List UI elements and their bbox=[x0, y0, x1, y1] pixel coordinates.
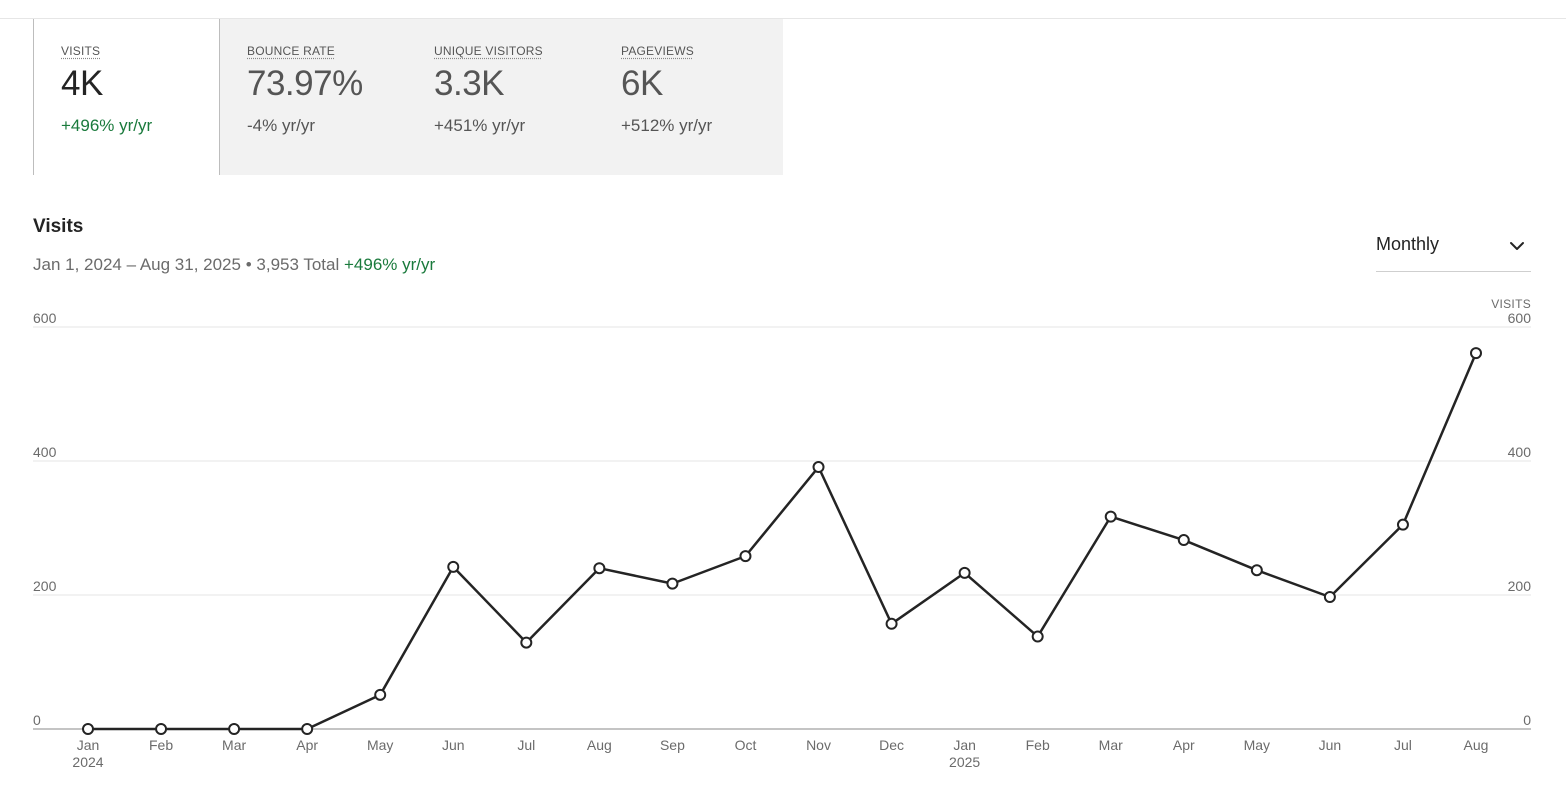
total-visits: 3,953 Total bbox=[256, 255, 340, 274]
x-tick-label: Apr bbox=[296, 737, 318, 753]
data-point bbox=[155, 723, 168, 735]
stat-value: 3.3K bbox=[434, 64, 505, 103]
x-tick-label: Apr bbox=[1173, 737, 1195, 753]
data-point bbox=[1177, 534, 1190, 547]
stat-tab-visits[interactable]: VISITS 4K +496% yr/yr bbox=[33, 19, 220, 175]
data-point bbox=[958, 566, 971, 579]
data-point bbox=[739, 550, 752, 563]
data-point bbox=[1250, 564, 1263, 577]
chart-subtitle: Jan 1, 2024 – Aug 31, 2025 • 3,953 Total… bbox=[33, 255, 435, 275]
x-tick-label: Sep bbox=[660, 737, 685, 753]
stat-tab-bounce-rate[interactable]: BOUNCE RATE 73.97% -4% yr/yr bbox=[220, 19, 407, 175]
stat-value: 6K bbox=[621, 64, 663, 103]
y-tick-label-right: 200 bbox=[1508, 578, 1532, 594]
data-point bbox=[228, 723, 241, 735]
y-tick-label-right: 400 bbox=[1508, 444, 1532, 460]
data-point bbox=[593, 562, 606, 575]
data-point bbox=[1470, 347, 1482, 360]
x-tick-label: Feb bbox=[149, 737, 173, 753]
x-tick-label: Jun bbox=[1319, 737, 1342, 753]
y-tick-label-left: 200 bbox=[33, 578, 57, 594]
stat-value: 4K bbox=[61, 64, 103, 103]
stat-label: BOUNCE RATE bbox=[247, 44, 335, 58]
y-tick-label-left: 0 bbox=[33, 712, 41, 728]
y-axis-unit-label: VISITS bbox=[1491, 297, 1531, 311]
stat-tab-unique-visitors[interactable]: UNIQUE VISITORS 3.3K +451% yr/yr bbox=[407, 19, 594, 175]
x-tick-label: Dec bbox=[879, 737, 904, 753]
x-tick-label: Aug bbox=[587, 737, 612, 753]
x-tick-label: Jun bbox=[442, 737, 465, 753]
x-tick-label: Oct bbox=[735, 737, 757, 753]
x-tick-label: Jan bbox=[953, 737, 976, 753]
series-line bbox=[88, 352, 1478, 731]
chevron-down-icon bbox=[1509, 238, 1525, 259]
x-year-label: 2024 bbox=[72, 754, 103, 770]
stat-change: -4% yr/yr bbox=[247, 116, 315, 135]
data-point bbox=[447, 560, 460, 573]
stat-label: PAGEVIEWS bbox=[621, 44, 694, 58]
stat-change: +496% yr/yr bbox=[61, 116, 153, 135]
data-point bbox=[374, 688, 387, 701]
data-point bbox=[885, 617, 898, 630]
stats-tabs: VISITS 4K +496% yr/yr BOUNCE RATE 73.97%… bbox=[33, 19, 783, 175]
y-tick-label-right: 600 bbox=[1508, 310, 1532, 326]
y-tick-label-left: 400 bbox=[33, 444, 57, 460]
data-point bbox=[520, 636, 533, 649]
stat-label: UNIQUE VISITORS bbox=[434, 44, 543, 58]
separator-dot: • bbox=[245, 255, 252, 274]
y-tick-label-right: 0 bbox=[1523, 712, 1531, 728]
granularity-selected: Monthly bbox=[1376, 234, 1440, 254]
date-range: Jan 1, 2024 – Aug 31, 2025 bbox=[33, 255, 241, 274]
x-tick-label: Mar bbox=[222, 737, 246, 753]
data-point bbox=[1323, 591, 1336, 604]
y-tick-label-left: 600 bbox=[33, 310, 57, 326]
x-tick-label: Feb bbox=[1026, 737, 1050, 753]
granularity-dropdown[interactable]: Monthly bbox=[1376, 232, 1531, 272]
x-tick-label: May bbox=[1244, 737, 1270, 753]
top-divider bbox=[0, 18, 1566, 19]
yoy-change: +496% yr/yr bbox=[344, 255, 436, 274]
data-point bbox=[82, 723, 94, 735]
x-tick-label: May bbox=[367, 737, 393, 753]
x-tick-label: Jan bbox=[77, 737, 100, 753]
x-tick-label: Jul bbox=[517, 737, 535, 753]
stat-label: VISITS bbox=[61, 44, 101, 58]
stat-change: +512% yr/yr bbox=[621, 116, 713, 135]
x-year-label: 2025 bbox=[949, 754, 980, 770]
data-point bbox=[301, 723, 314, 735]
x-tick-label: Mar bbox=[1099, 737, 1123, 753]
stat-value: 73.97% bbox=[247, 64, 363, 103]
data-point bbox=[1031, 630, 1044, 643]
data-point bbox=[1396, 518, 1409, 531]
data-point bbox=[1104, 510, 1117, 523]
chart-title: Visits bbox=[33, 216, 84, 237]
x-tick-label: Nov bbox=[806, 737, 831, 753]
data-point bbox=[666, 577, 679, 590]
x-tick-label: Aug bbox=[1464, 737, 1489, 753]
data-point bbox=[812, 461, 825, 474]
stat-tab-pageviews[interactable]: PAGEVIEWS 6K +512% yr/yr bbox=[594, 19, 781, 175]
stat-change: +451% yr/yr bbox=[434, 116, 526, 135]
x-tick-label: Jul bbox=[1394, 737, 1412, 753]
